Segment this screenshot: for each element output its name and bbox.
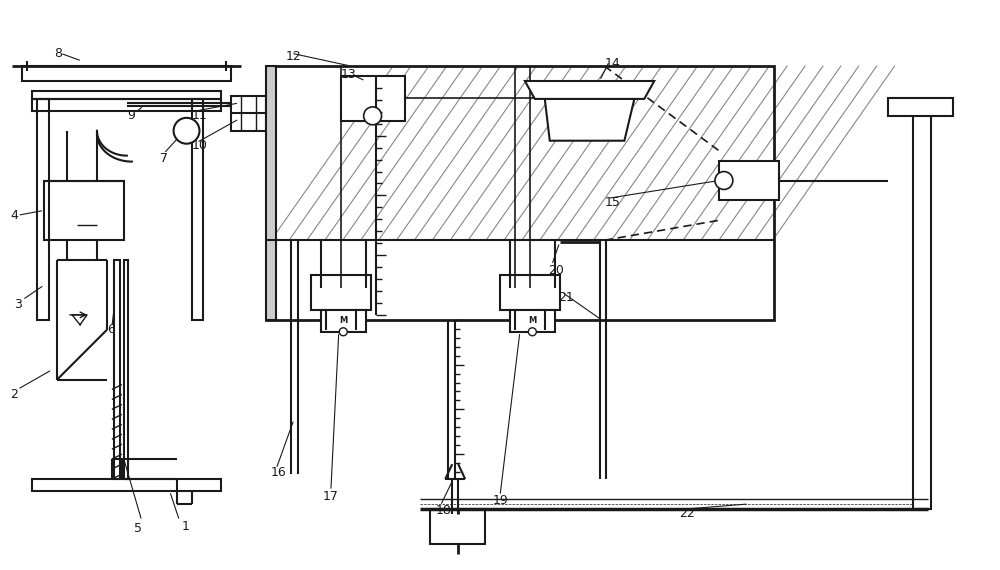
Text: 9: 9	[127, 109, 135, 123]
Text: 11: 11	[192, 109, 207, 123]
FancyBboxPatch shape	[888, 98, 953, 116]
Text: 17: 17	[323, 490, 339, 503]
Text: 10: 10	[192, 139, 207, 152]
Circle shape	[528, 328, 536, 336]
Text: 12: 12	[286, 50, 302, 63]
FancyBboxPatch shape	[913, 111, 931, 509]
Text: 22: 22	[679, 507, 695, 520]
Text: 2: 2	[10, 388, 18, 401]
Circle shape	[715, 172, 733, 189]
FancyBboxPatch shape	[341, 76, 405, 121]
Text: 20: 20	[548, 263, 564, 276]
Polygon shape	[545, 99, 634, 141]
Text: 14: 14	[604, 56, 620, 70]
Text: 19: 19	[493, 494, 509, 507]
Text: 8: 8	[54, 47, 62, 60]
Polygon shape	[525, 81, 654, 99]
Text: 13: 13	[341, 67, 357, 80]
Text: 5: 5	[134, 522, 142, 535]
FancyBboxPatch shape	[321, 310, 366, 332]
Text: 4: 4	[10, 209, 18, 222]
FancyBboxPatch shape	[266, 66, 276, 320]
Text: 15: 15	[604, 196, 620, 209]
Text: 16: 16	[271, 466, 287, 479]
Circle shape	[339, 328, 347, 336]
Circle shape	[174, 118, 199, 144]
Text: 6: 6	[107, 323, 115, 336]
Text: M: M	[528, 316, 536, 325]
FancyBboxPatch shape	[510, 310, 555, 332]
Text: 3: 3	[14, 299, 22, 311]
FancyBboxPatch shape	[311, 275, 371, 310]
Text: M: M	[339, 316, 347, 325]
FancyBboxPatch shape	[430, 509, 485, 544]
Text: 1: 1	[182, 520, 189, 534]
Text: 18: 18	[435, 504, 451, 518]
Circle shape	[364, 107, 382, 125]
FancyBboxPatch shape	[500, 275, 560, 310]
Text: 21: 21	[558, 291, 573, 304]
FancyBboxPatch shape	[719, 161, 779, 201]
Text: 7: 7	[160, 152, 168, 165]
